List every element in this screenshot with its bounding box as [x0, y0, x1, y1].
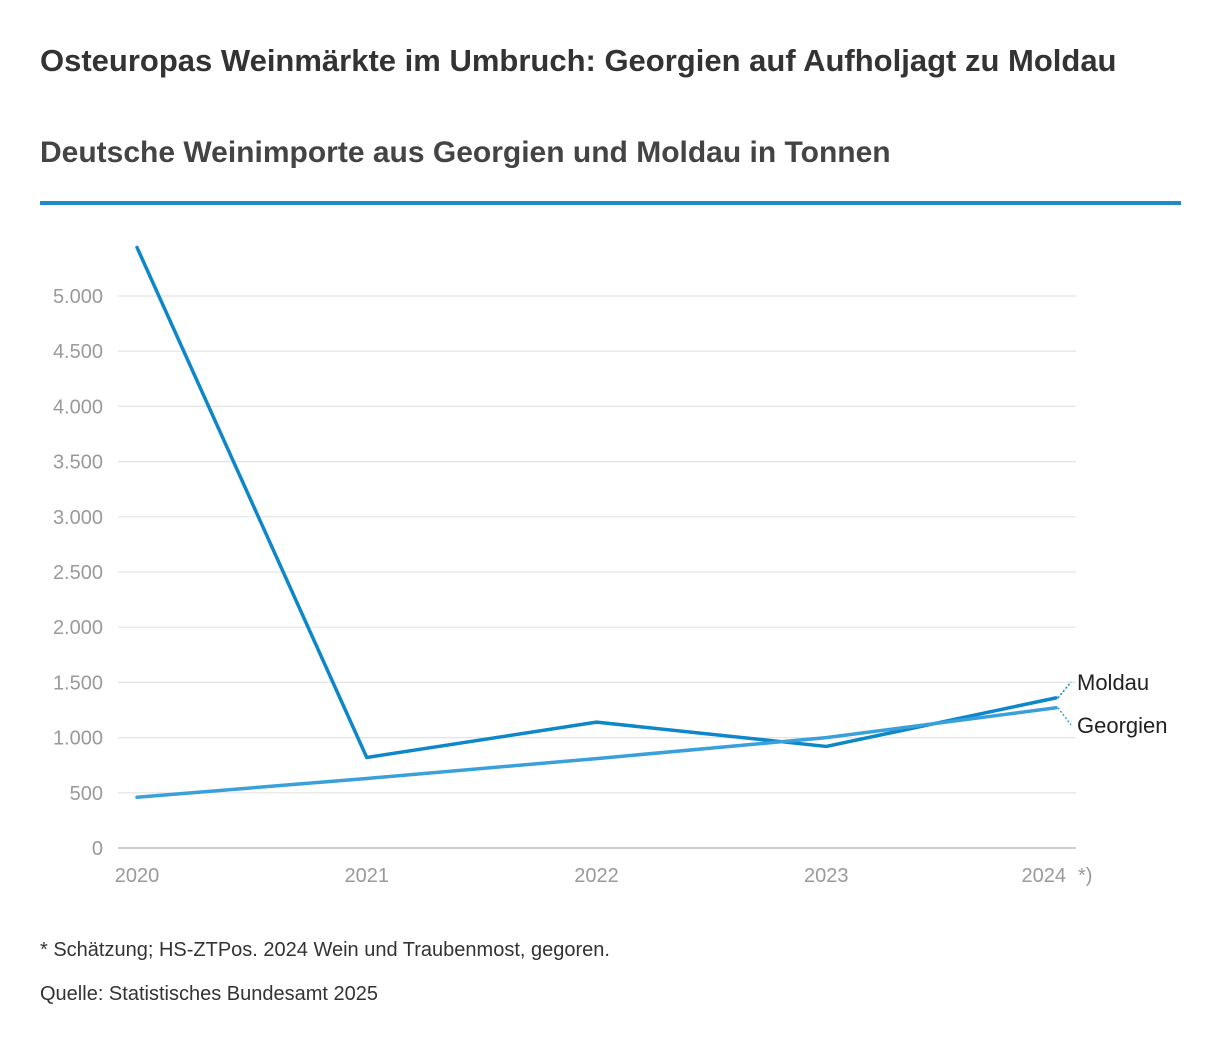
series-lines — [135, 245, 1058, 799]
gridlines — [118, 295, 1076, 849]
series-label-moldau: Moldau — [1077, 670, 1149, 695]
series-label-georgien: Georgien — [1077, 713, 1168, 738]
x-tick-footnote-marker: *) — [1078, 865, 1092, 887]
footnote: * Schätzung; HS-ZTPos. 2024 Wein und Tra… — [40, 939, 610, 961]
source-note: Quelle: Statistisches Bundesamt 2025 — [40, 983, 378, 1005]
y-tick-label: 0 — [92, 838, 103, 860]
y-tick-label: 5.000 — [53, 286, 103, 308]
leader-line-georgien — [1057, 707, 1072, 726]
y-tick-label: 1.500 — [53, 672, 103, 694]
series-line-georgien — [135, 706, 1058, 799]
leader-line-moldau — [1057, 681, 1072, 699]
chart-title: Osteuropas Weinmärkte im Umbruch: Georgi… — [40, 43, 1117, 78]
chart-subtitle: Deutsche Weinimporte aus Georgien und Mo… — [40, 136, 891, 169]
title-divider — [40, 201, 1181, 205]
x-axis-ticks: 2020 2021 2022 2023 2024 *) — [115, 865, 1093, 887]
y-tick-label: 500 — [70, 783, 103, 805]
y-tick-label: 2.500 — [53, 562, 103, 584]
y-axis-ticks: 0 500 1.000 1.500 2.000 2.500 3.000 3.500 4.000 4… — [53, 286, 103, 860]
y-tick-label: 1.000 — [53, 728, 103, 750]
series-labels: Moldau Georgien — [1057, 670, 1168, 738]
x-tick-label: 2020 — [115, 865, 160, 887]
x-tick-label: 2022 — [574, 865, 619, 887]
series-line-moldau — [135, 245, 1058, 760]
y-tick-label: 4.000 — [53, 396, 103, 418]
x-tick-label: 2021 — [345, 865, 390, 887]
x-tick-label: 2024 — [1022, 865, 1067, 887]
y-tick-label: 3.000 — [53, 507, 103, 529]
x-tick-label: 2023 — [804, 865, 849, 887]
y-tick-label: 4.500 — [53, 341, 103, 363]
y-tick-label: 2.000 — [53, 617, 103, 639]
y-tick-label: 3.500 — [53, 452, 103, 474]
